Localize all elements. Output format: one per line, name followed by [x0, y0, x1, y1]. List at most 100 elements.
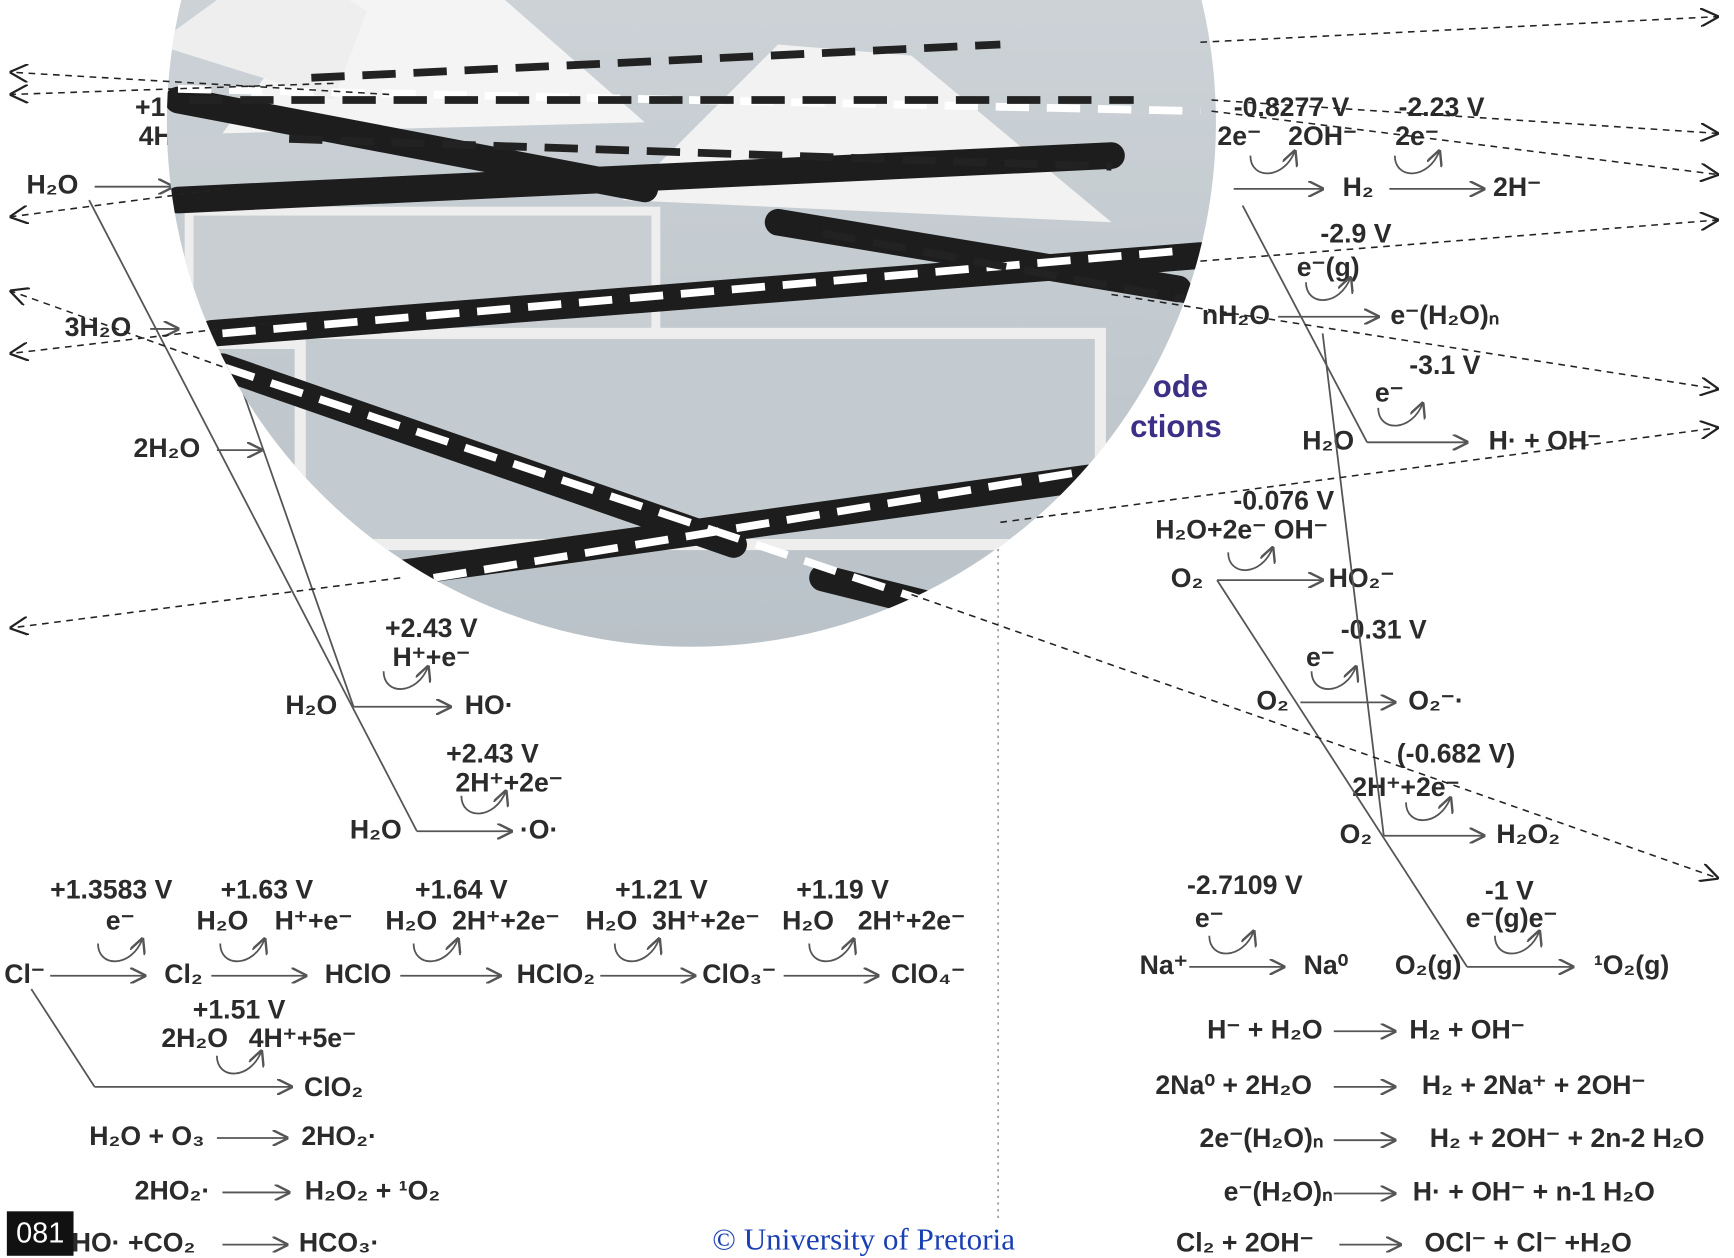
label: ClO₃⁻ — [702, 959, 776, 989]
label: ¹O₂(g) — [1594, 950, 1670, 980]
hook — [1249, 151, 1294, 175]
label: +2.43 V — [385, 613, 478, 643]
label: HClO — [325, 959, 392, 989]
label: 2H⁺+2e⁻ — [455, 768, 562, 798]
dashed-arrow — [11, 321, 279, 353]
label: 2e⁻ — [1217, 121, 1261, 151]
label: Na⁺ — [1140, 950, 1188, 980]
label: 2e⁻ — [1395, 121, 1439, 151]
label: 2e⁻(H₂O)ₙ — [1200, 1123, 1324, 1153]
label: HO· +CO₂ — [72, 1228, 196, 1258]
label: H⁺+e⁻ — [275, 905, 353, 935]
label: H₂O — [782, 905, 834, 935]
label: +1.21 V — [615, 874, 708, 904]
label: 2H₂O — [134, 433, 201, 463]
hook — [1393, 151, 1439, 175]
label: 2H⁻ — [1493, 172, 1541, 202]
label: 2H⁺+2e⁻ — [858, 905, 965, 935]
label: O₂ — [1171, 563, 1204, 593]
label: e⁻ — [106, 905, 135, 935]
label: H₂ + OH⁻ — [1409, 1014, 1525, 1044]
label: +2.43 V — [446, 739, 539, 769]
label: e⁻(H₂O)ₙ — [1390, 300, 1499, 330]
dashed-arrow — [11, 188, 223, 217]
label: -0.8277 V — [1234, 92, 1350, 122]
label: H₂O+2e⁻ OH⁻ — [1155, 514, 1328, 544]
section-title: ode — [1153, 369, 1208, 404]
label: H₂O — [285, 690, 337, 720]
label: H₂O — [197, 905, 249, 935]
label: +1.19 V — [796, 874, 889, 904]
hook — [808, 939, 853, 963]
label: +1.3583 V — [50, 874, 173, 904]
dashed-arrow — [11, 82, 334, 94]
label: Cl₂ + 2OH⁻ — [1176, 1228, 1314, 1258]
dashed-arrow — [1111, 293, 1717, 388]
label: H⁻ + H₂O — [1207, 1014, 1323, 1044]
label: H· + OH⁻ — [1489, 425, 1602, 455]
label: H₂O — [350, 814, 402, 844]
label: H₂O — [385, 905, 437, 935]
hook — [219, 939, 264, 963]
label: 2H₂O — [161, 1023, 228, 1053]
label: +1.64 V — [415, 874, 508, 904]
dashed-arrow — [1200, 17, 1717, 44]
label: HClO₂ — [517, 959, 596, 989]
dashed-arrow — [1200, 220, 1717, 262]
page-number: 081 — [16, 1217, 64, 1249]
label: ClO₂ — [304, 1072, 363, 1102]
label: e⁻(H₂O)ₙ — [1224, 1177, 1333, 1207]
connector — [1216, 579, 1468, 968]
hook — [613, 939, 659, 963]
label: ·O· — [520, 814, 559, 844]
hook — [97, 939, 142, 963]
label: Cl₂ — [164, 959, 203, 989]
label: H₂O — [26, 170, 78, 200]
connector — [88, 199, 418, 832]
hook — [382, 667, 428, 690]
hook — [412, 939, 458, 963]
label: -0.31 V — [1341, 614, 1427, 644]
hook — [1310, 667, 1356, 690]
dashed-arrow — [1000, 428, 1717, 524]
label: H· + OH⁻ + n-1 H₂O — [1413, 1177, 1655, 1207]
label: Cl⁻ — [4, 959, 45, 989]
hook — [460, 791, 505, 815]
dashed-arrow — [1211, 99, 1718, 133]
photo — [166, 0, 1216, 647]
label: H⁺+e⁻ — [392, 642, 470, 672]
label: e⁻ — [1195, 903, 1224, 933]
label: e⁻ — [1306, 642, 1335, 672]
label: H₂O — [1302, 425, 1354, 455]
label: -2.9 V — [1320, 219, 1391, 249]
label: nH₂O — [1202, 300, 1270, 330]
label: 2H⁺+2e⁻ — [1352, 772, 1459, 802]
label: O₂⁻· — [1408, 685, 1464, 715]
dashed-arrow — [11, 72, 390, 96]
hook — [1493, 931, 1539, 955]
label: Na⁰ — [1304, 950, 1349, 980]
hook — [1227, 548, 1272, 571]
label: -0.076 V — [1233, 485, 1334, 515]
label: H₂O + O₃ — [89, 1121, 204, 1151]
label: H₂ + 2Na⁺ + 2OH⁻ — [1422, 1070, 1646, 1100]
footer: © University of Pretoria — [712, 1222, 1015, 1257]
label: 2OH⁻ — [1288, 121, 1357, 151]
label: 2Na⁰ + 2H₂O — [1155, 1070, 1312, 1100]
label: H₂O₂ — [1496, 819, 1560, 849]
page-number-badge — [6, 1211, 74, 1256]
label: ClO₄⁻ — [891, 959, 965, 989]
label: OCl⁻ + Cl⁻ +H₂O — [1425, 1228, 1632, 1258]
dashed-arrow — [11, 291, 223, 368]
dashed-arrow — [911, 593, 1717, 878]
label: 3H₂O — [65, 312, 132, 342]
label: H₂ — [1343, 172, 1374, 202]
label: H₂O₂ + ¹O₂ — [305, 1175, 441, 1205]
label: +1.51 V — [193, 994, 286, 1024]
label: e⁻(g)e⁻ — [1466, 903, 1558, 933]
dashed-arrow — [11, 577, 401, 628]
hook — [1208, 931, 1253, 955]
label: 4H⁺+5e⁻ — [249, 1023, 356, 1053]
label: e⁻(g) — [1297, 252, 1360, 282]
